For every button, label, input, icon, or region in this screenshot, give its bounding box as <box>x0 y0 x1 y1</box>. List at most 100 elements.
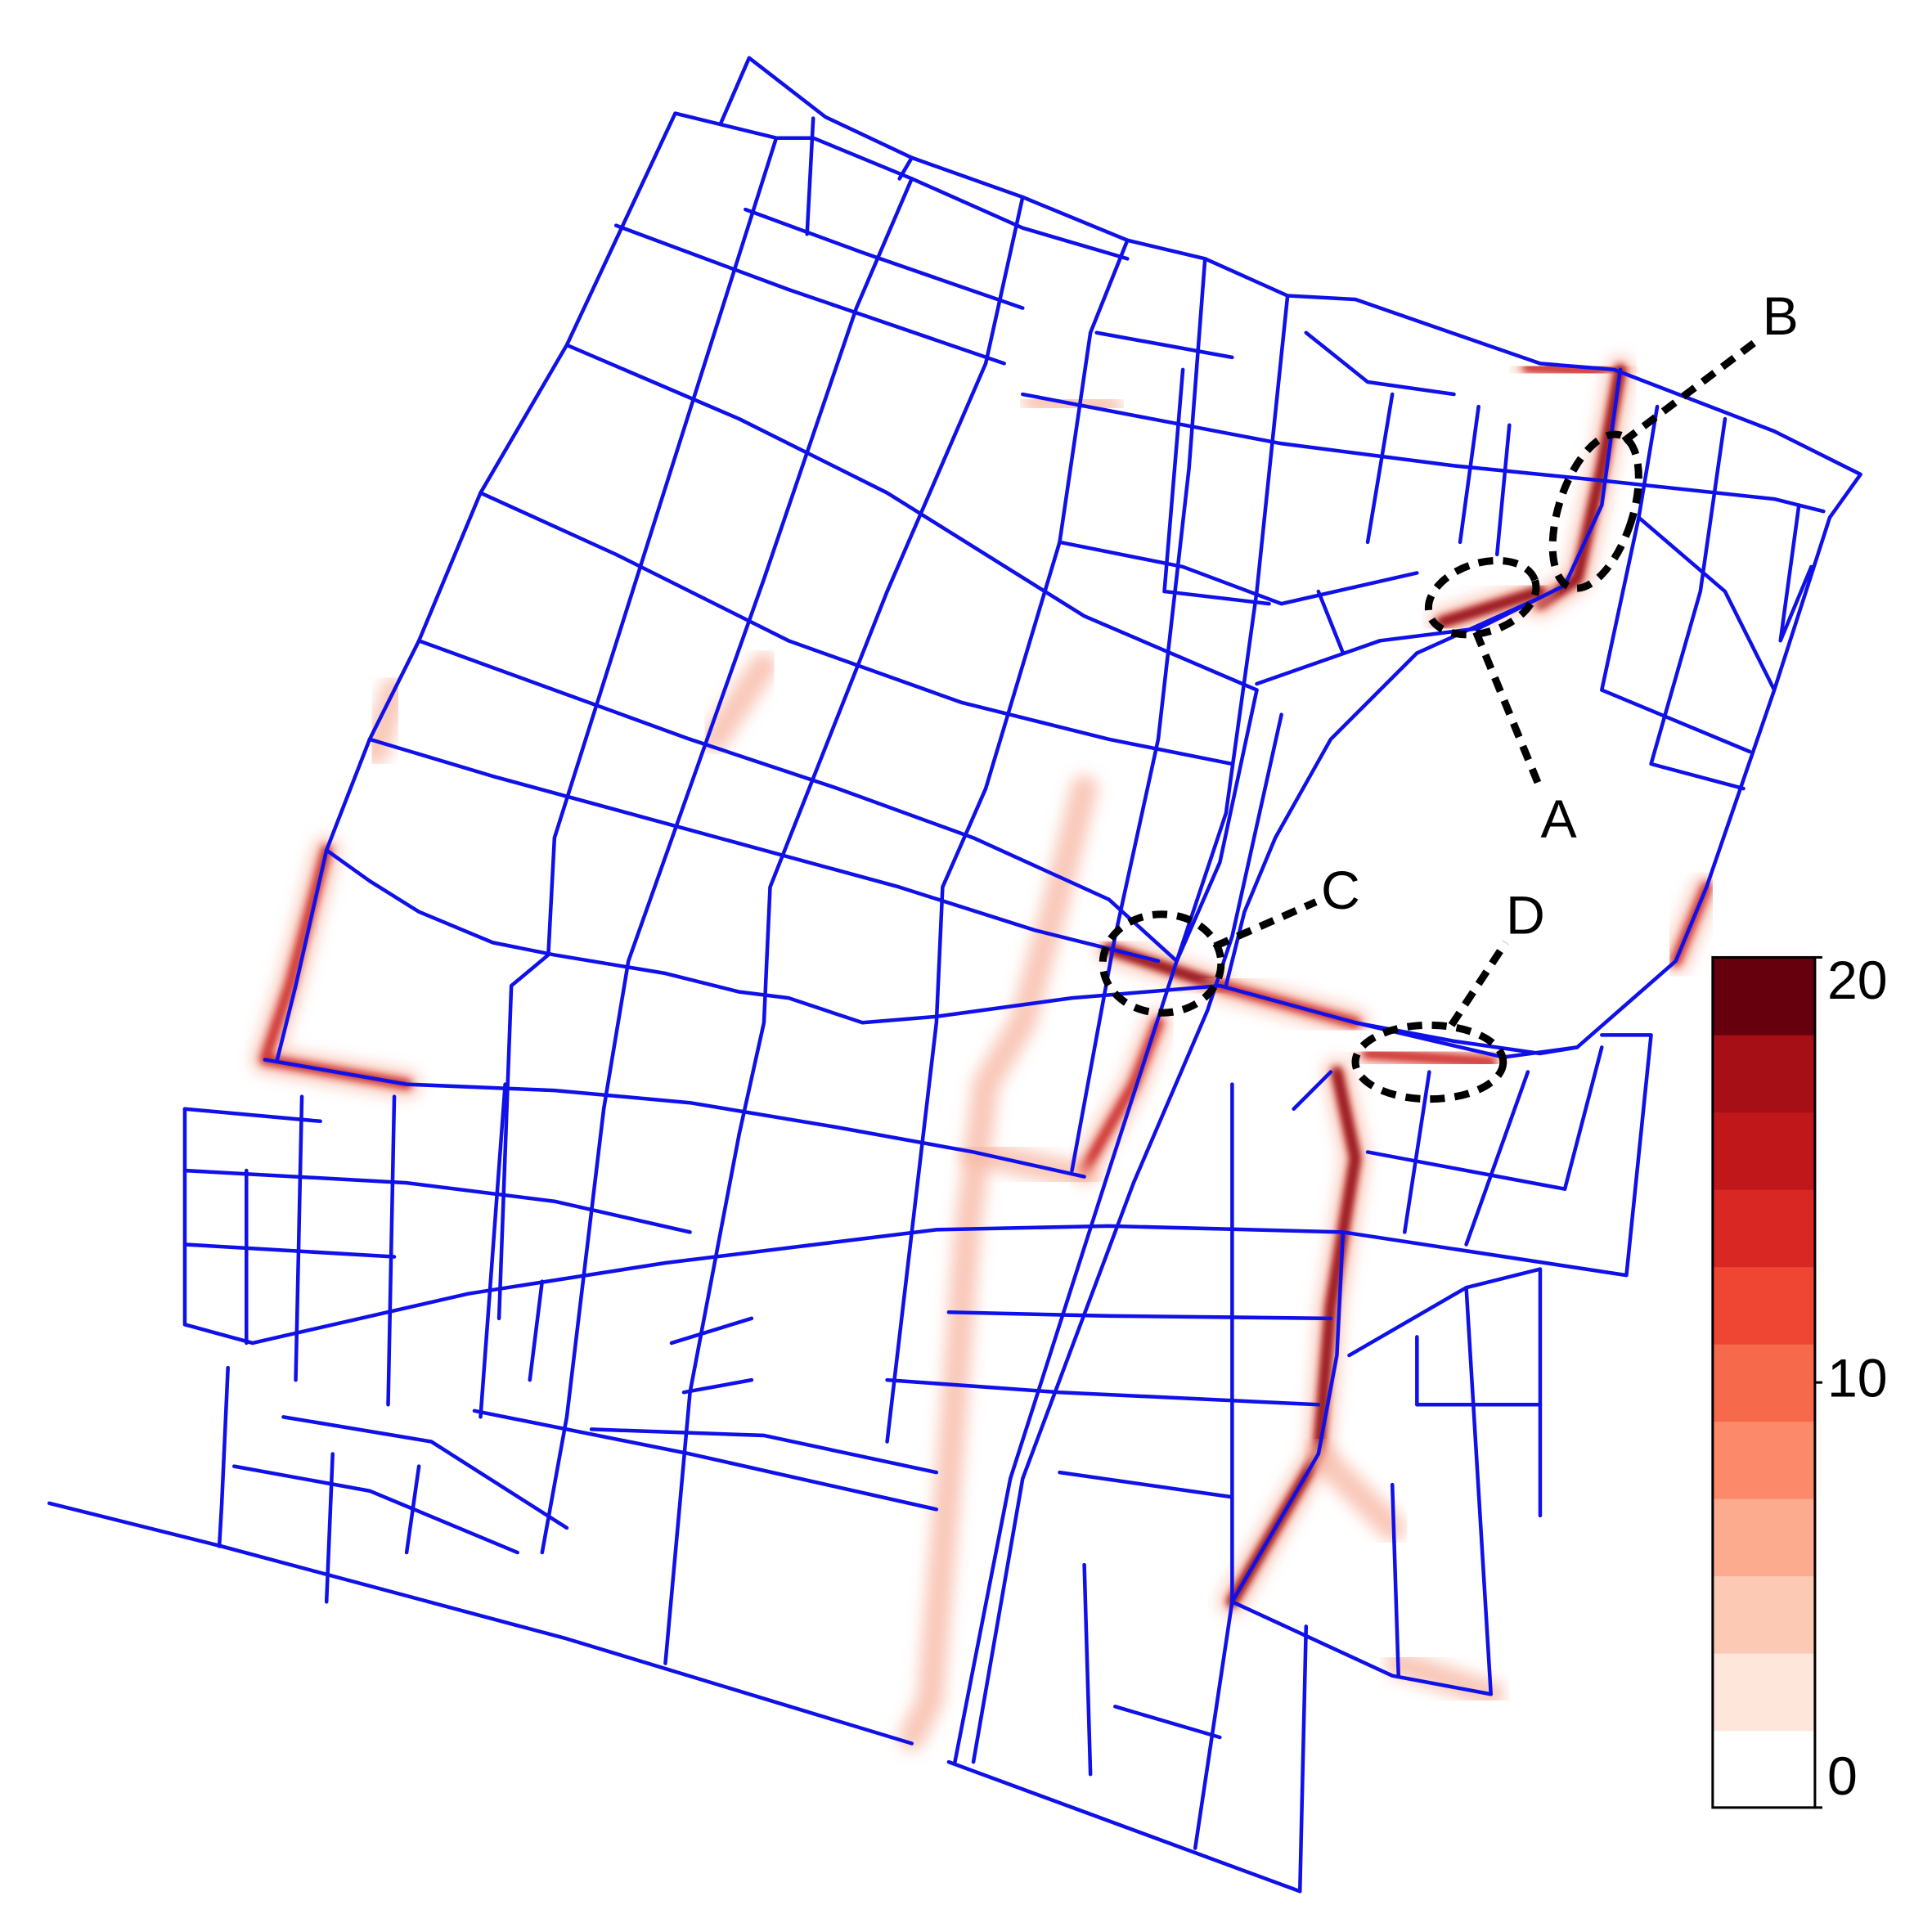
road <box>953 688 1259 1764</box>
road <box>1316 1230 1346 1456</box>
road <box>1058 540 1419 606</box>
heat-peak <box>1536 366 1624 608</box>
colorbar-segment <box>1712 1188 1815 1268</box>
road <box>472 1409 939 1512</box>
heat-peak <box>1437 587 1544 627</box>
callout-leader <box>1472 631 1542 784</box>
road <box>885 1377 1321 1407</box>
heat-glow <box>898 775 1099 1751</box>
colorbar-tick-label: 20 <box>1827 950 1888 1011</box>
road <box>182 1168 692 1234</box>
road <box>47 1501 914 1746</box>
road <box>1082 1562 1093 1777</box>
road <box>1162 367 1271 606</box>
road <box>182 1107 255 1346</box>
road <box>416 639 1179 964</box>
road <box>589 1427 939 1475</box>
colorbar-segment <box>1712 1034 1815 1113</box>
road <box>275 111 677 1062</box>
road <box>1058 1470 1234 1499</box>
heat-glow <box>1385 1650 1505 1708</box>
road <box>897 155 914 181</box>
road <box>1403 1070 1431 1234</box>
road <box>1464 1070 1530 1247</box>
road <box>885 238 1130 1444</box>
road <box>971 712 1283 1764</box>
annotation-label: B <box>1763 286 1799 347</box>
road <box>1094 330 1234 360</box>
heat-core <box>1362 1048 1497 1068</box>
callout-leader <box>1448 940 1509 1027</box>
road <box>613 223 1006 366</box>
annotation-label: A <box>1540 789 1577 850</box>
road <box>263 1058 1086 1179</box>
road <box>805 116 815 236</box>
road <box>367 737 1161 964</box>
road <box>946 1759 1302 1894</box>
colorbar-segment <box>1712 1498 1815 1577</box>
road <box>528 1279 545 1382</box>
road <box>1347 1267 1543 1518</box>
colorbar-segment <box>1712 1266 1815 1345</box>
road <box>217 1365 230 1548</box>
heat-glow <box>701 651 778 753</box>
road <box>1297 1624 1309 1894</box>
colorbar-segment <box>1712 1652 1815 1732</box>
road <box>1458 404 1480 545</box>
road <box>1353 1021 1579 1056</box>
colorbar-tick-label: 0 <box>1827 1746 1858 1807</box>
colorbar: 0 10 20 <box>1711 950 1888 1809</box>
road <box>479 1082 507 1419</box>
road <box>946 1310 1333 1321</box>
road <box>540 177 914 1555</box>
road <box>1224 595 1543 988</box>
road <box>1304 330 1456 397</box>
road <box>1562 1045 1604 1191</box>
colorbar-segment <box>1712 1421 1815 1499</box>
road <box>1316 589 1346 655</box>
colorbar-segment <box>1712 1730 1815 1808</box>
road <box>182 1107 322 1124</box>
road <box>669 1316 754 1346</box>
road <box>404 1464 421 1555</box>
colorbar-segment <box>1712 1343 1815 1422</box>
heat-glow <box>1305 1440 1406 1542</box>
heat-core <box>1522 362 1626 378</box>
colorbar-segment <box>1712 1112 1815 1190</box>
road <box>479 491 1234 766</box>
road <box>1292 1070 1333 1111</box>
callout-leader <box>1621 335 1762 444</box>
road <box>1230 1452 1493 1696</box>
road <box>324 1452 335 1604</box>
callout-ring <box>1099 910 1225 1017</box>
road <box>673 111 1130 261</box>
road <box>182 1242 397 1259</box>
callout-ring <box>1424 556 1540 639</box>
road <box>1070 257 1207 1173</box>
road <box>1464 1285 1493 1696</box>
road <box>281 1415 569 1530</box>
annotation-label: D <box>1506 885 1545 946</box>
callout-ring <box>1548 430 1642 592</box>
road <box>681 1377 754 1395</box>
road <box>231 1464 519 1555</box>
callout-leader <box>1213 898 1318 950</box>
road <box>250 1033 1653 1346</box>
callout-ring <box>1351 1021 1507 1103</box>
annotation-label: C <box>1321 860 1360 921</box>
road <box>1778 503 1813 643</box>
road <box>386 1094 397 1407</box>
heat-glow <box>251 836 420 1099</box>
road <box>663 195 1025 1665</box>
colorbar-segment <box>1712 1575 1815 1654</box>
road-network <box>47 56 1862 1894</box>
road <box>1113 1705 1222 1740</box>
road <box>294 1094 304 1382</box>
annotations: A B C D <box>1099 286 1799 1103</box>
road <box>1365 1150 1567 1191</box>
road <box>1193 1600 1234 1850</box>
colorbar-segment <box>1712 957 1815 1036</box>
colorbar-tick-label: 10 <box>1827 1349 1888 1409</box>
road <box>1637 515 1777 692</box>
